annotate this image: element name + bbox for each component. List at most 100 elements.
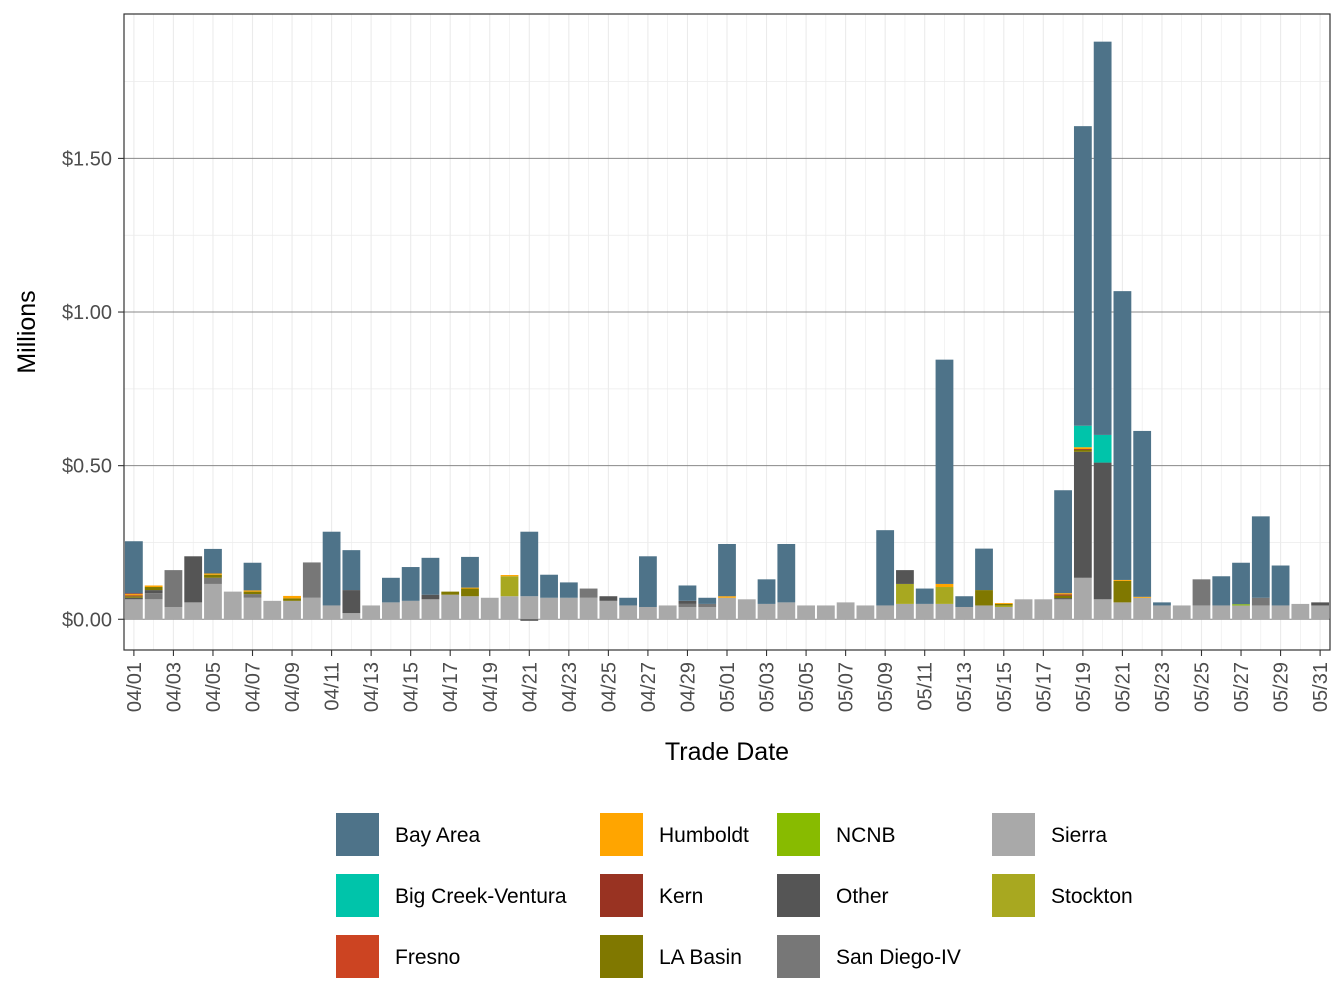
y-tick-label: $1.50 <box>62 148 112 170</box>
bar-segment <box>1153 602 1171 606</box>
bar-segment <box>342 550 361 591</box>
bar-segment <box>1054 595 1072 599</box>
bar-segment <box>401 567 420 601</box>
bar-segment <box>322 531 341 606</box>
legend-swatch <box>336 874 379 917</box>
bar-segment <box>1073 451 1092 578</box>
legend-swatch <box>992 874 1035 917</box>
bar-segment <box>382 577 400 603</box>
bar-segment <box>718 597 736 620</box>
bar-segment <box>204 548 222 574</box>
bar-segment <box>559 597 578 620</box>
bar-segment <box>1133 430 1152 597</box>
bar-segment <box>243 590 262 592</box>
bar-segment <box>283 595 301 599</box>
bar-segment <box>1093 434 1112 463</box>
bar-segment <box>144 587 163 591</box>
bar-segment <box>559 582 578 598</box>
x-tick-label: 04/25 <box>598 662 620 712</box>
bar-segment <box>342 613 361 620</box>
legend-swatch <box>336 813 379 856</box>
bar-segment <box>1311 605 1330 620</box>
bar-segment <box>382 602 400 620</box>
legend-label: LA Basin <box>659 946 742 969</box>
bar-segment <box>480 597 499 620</box>
x-tick-label: 04/01 <box>124 662 146 712</box>
legend-swatch <box>600 813 643 856</box>
bar-segment <box>994 602 1013 604</box>
legend-label: Stockton <box>1051 885 1133 908</box>
bar-segment <box>1093 462 1112 600</box>
bar-segment <box>1251 605 1270 620</box>
bar-segment <box>718 544 736 597</box>
bar-segment <box>124 596 143 598</box>
bar-segment <box>915 603 934 620</box>
bar-segment <box>144 585 163 588</box>
bar-segment <box>461 556 479 588</box>
x-tick-label: 05/21 <box>1112 662 1134 712</box>
bar-segment <box>836 602 855 620</box>
bar-segment <box>1113 580 1132 603</box>
x-tick-label: 04/17 <box>440 662 462 712</box>
bar-segment <box>164 570 183 607</box>
bar-segment <box>204 573 222 575</box>
bar-segment <box>658 605 677 620</box>
bar-segment <box>757 579 776 604</box>
bar-segment <box>1054 593 1072 595</box>
bar-segment <box>204 583 222 620</box>
bar-segment <box>678 606 697 620</box>
x-tick-label: 04/11 <box>322 662 344 711</box>
x-tick-label: 04/27 <box>638 662 660 712</box>
bar-segment <box>1212 576 1231 606</box>
bar-segment <box>698 597 717 604</box>
bar-segment <box>935 359 954 584</box>
bar-segment <box>1271 565 1290 606</box>
bar-segment <box>599 596 618 601</box>
bar-segment <box>1073 126 1092 426</box>
bar-segment <box>500 575 519 577</box>
bar-segment <box>124 597 143 600</box>
bar-segment <box>421 599 440 620</box>
bar-segment <box>540 597 558 620</box>
bar-segment <box>1073 449 1092 450</box>
bar-segment <box>1073 449 1092 452</box>
bar-segment <box>757 603 776 620</box>
x-tick-label: 05/15 <box>994 662 1016 712</box>
bar-segment <box>896 583 914 604</box>
legend-swatch <box>992 813 1035 856</box>
bar-segment <box>678 603 697 607</box>
bar-segment <box>1113 291 1132 580</box>
bar-segment <box>243 594 262 598</box>
bar-segment <box>243 597 262 620</box>
bar-segment <box>1311 602 1330 606</box>
bar-segment <box>1251 516 1270 598</box>
x-tick-label: 04/23 <box>559 662 581 712</box>
x-tick-label: 05/07 <box>836 662 858 712</box>
bar-segment <box>362 605 381 620</box>
bar-segment <box>1073 577 1092 620</box>
bar-segment <box>461 596 479 620</box>
bar-segment <box>955 606 974 620</box>
bar-segment <box>421 594 440 600</box>
x-tick-label: 04/13 <box>361 662 383 712</box>
bar-segment <box>461 587 479 589</box>
bar-segment <box>1232 604 1250 606</box>
bar-segment <box>184 602 203 620</box>
bar-segment <box>935 587 954 604</box>
legend-label: Kern <box>659 885 703 908</box>
bar-segment <box>1014 599 1033 620</box>
bar-segment <box>1232 562 1250 605</box>
x-tick-label: 05/27 <box>1231 662 1253 712</box>
bar-segment <box>1133 597 1152 620</box>
legend-label: Big Creek-Ventura <box>395 885 567 908</box>
bar-segment <box>1113 602 1132 620</box>
x-tick-label: 04/03 <box>163 662 185 712</box>
bar-segment <box>441 594 460 620</box>
bar-segment <box>579 597 598 620</box>
legend-label: NCNB <box>836 824 896 847</box>
x-tick-label: 05/13 <box>954 662 976 712</box>
bar-segment <box>935 583 954 588</box>
x-tick-label: 04/19 <box>480 662 502 712</box>
bar-segment <box>144 599 163 620</box>
